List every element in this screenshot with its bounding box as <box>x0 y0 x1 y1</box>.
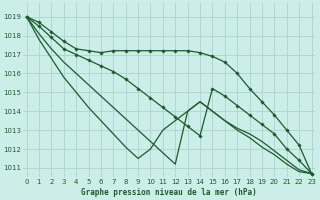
X-axis label: Graphe pression niveau de la mer (hPa): Graphe pression niveau de la mer (hPa) <box>81 188 257 197</box>
